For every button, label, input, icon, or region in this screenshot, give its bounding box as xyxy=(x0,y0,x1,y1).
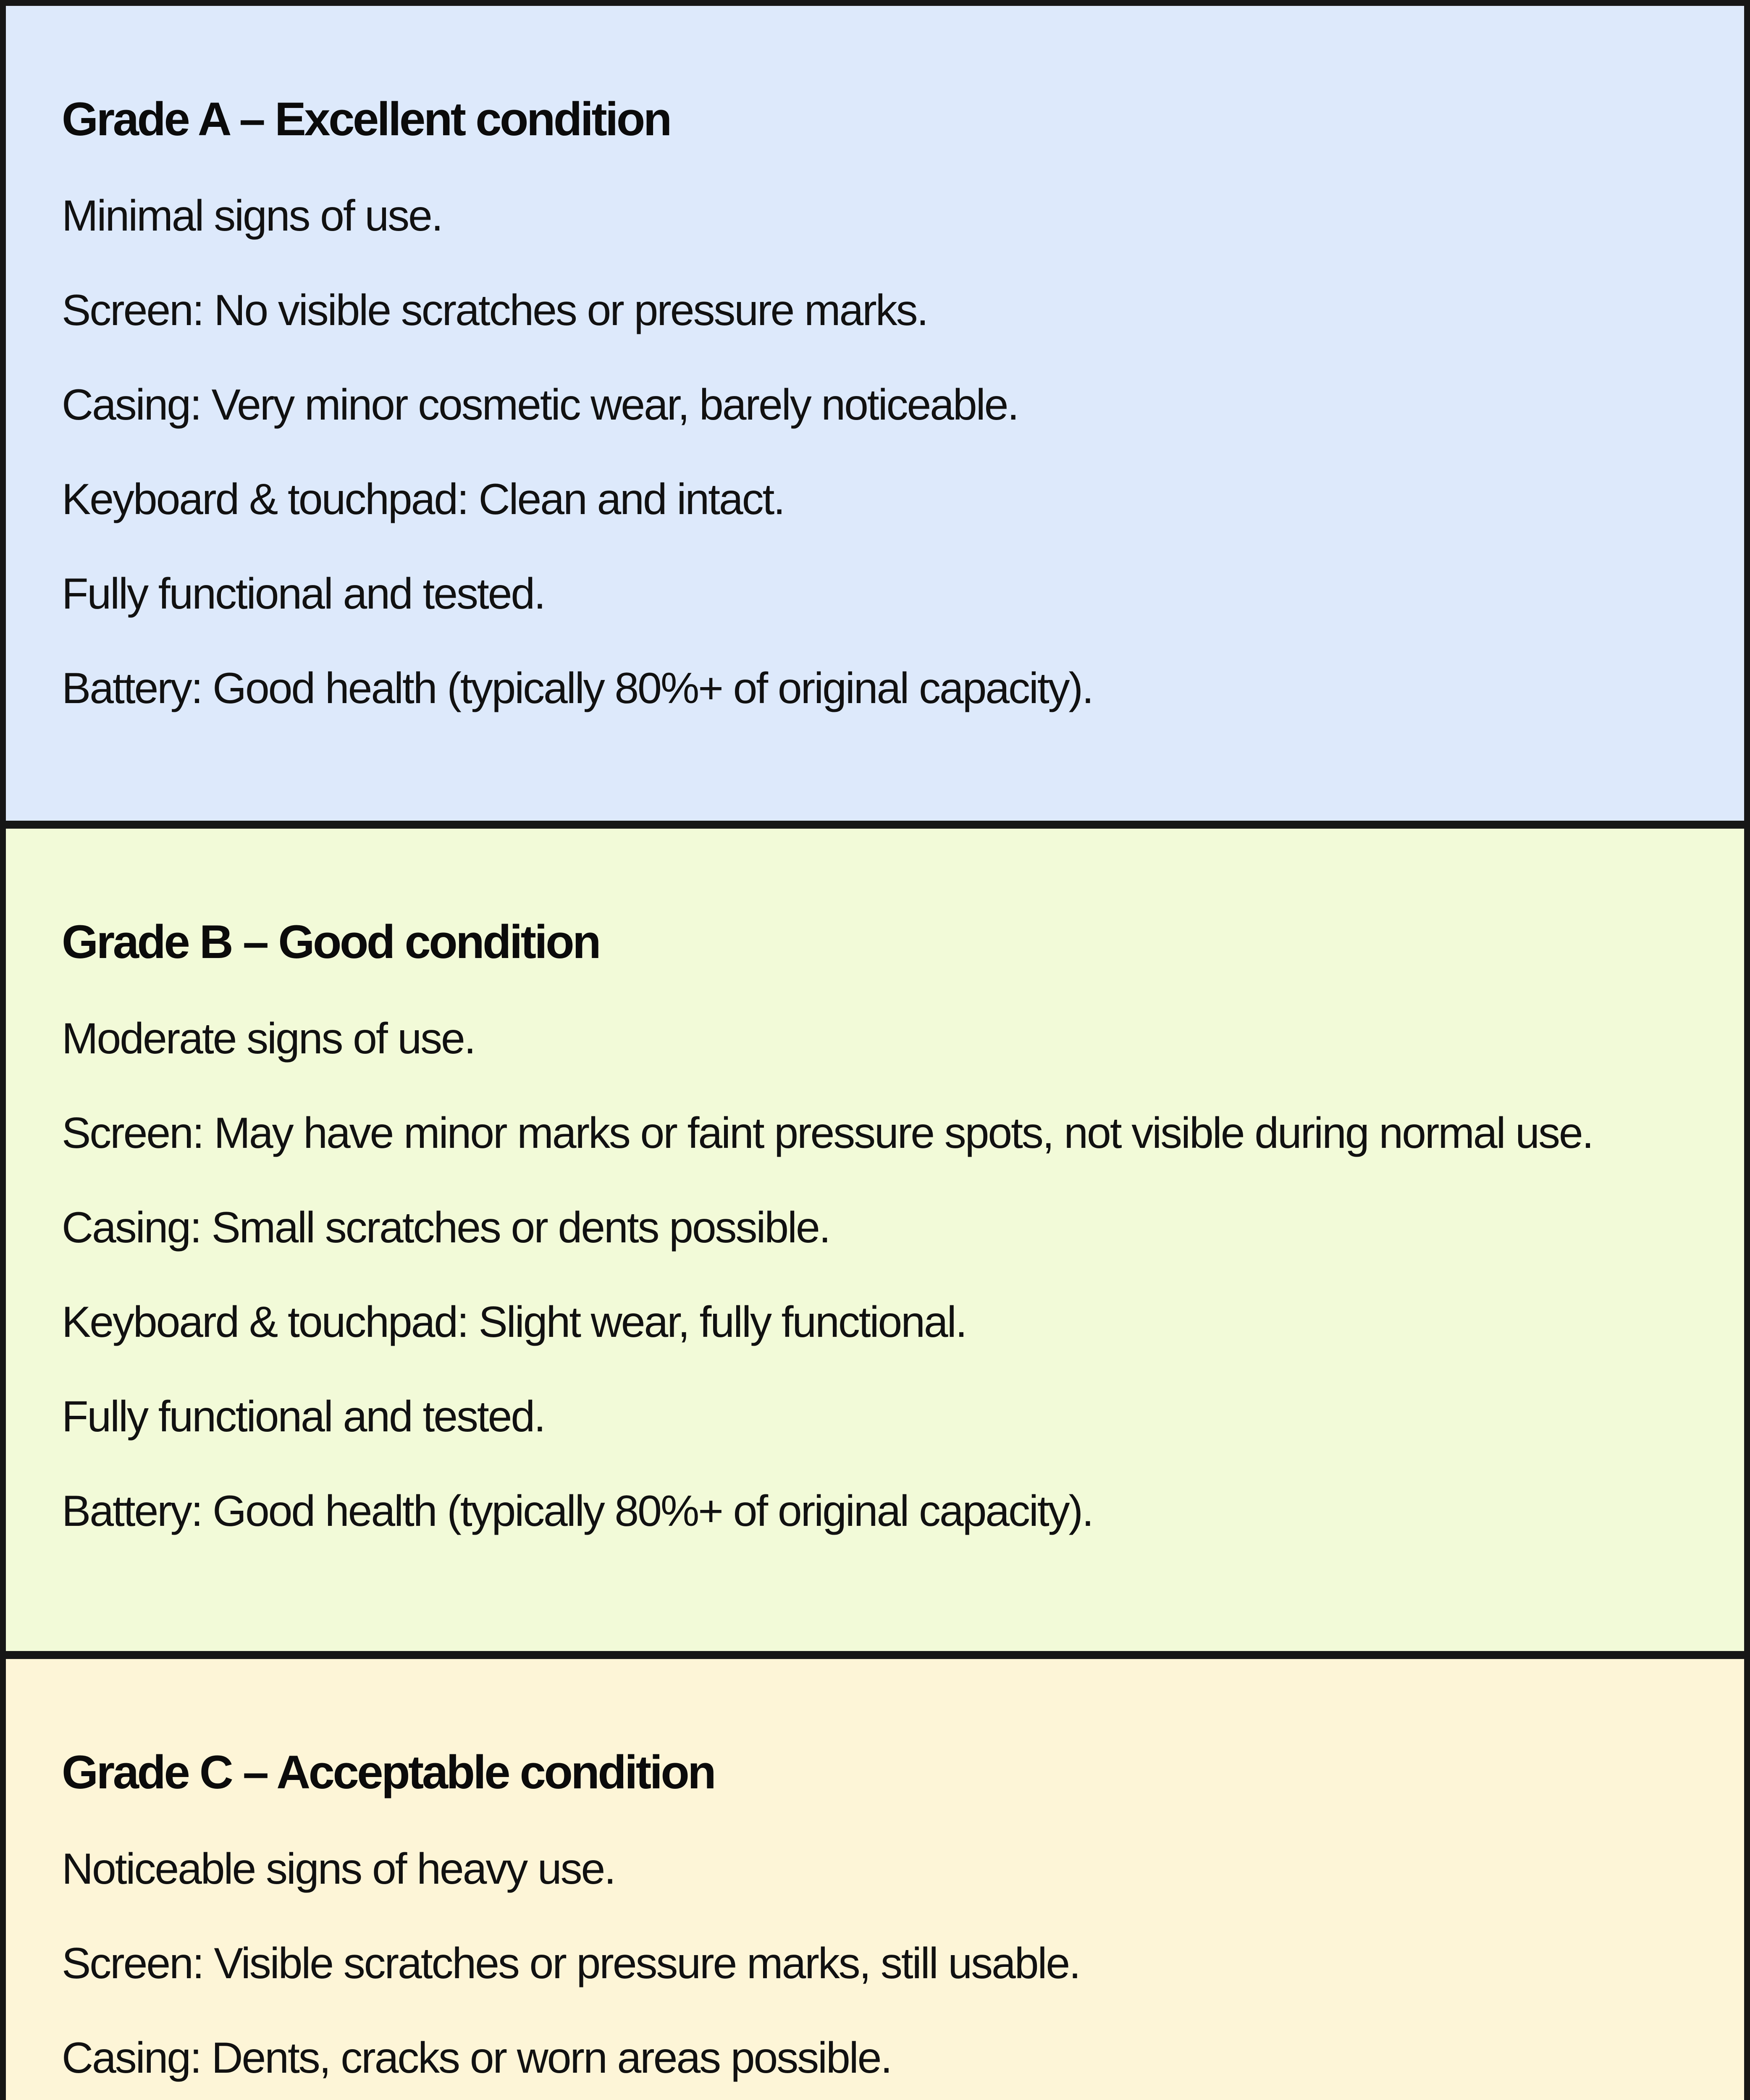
grade-b-summary: Moderate signs of use. xyxy=(62,1014,476,1063)
grade-a-screen: Screen: No visible scratches or pressure… xyxy=(62,286,929,335)
grade-c-title: Grade C – Acceptable condition xyxy=(62,1746,716,1798)
grade-a-summary: Minimal signs of use. xyxy=(62,192,443,240)
grade-a-casing: Casing: Very minor cosmetic wear, barely… xyxy=(62,381,1019,429)
grade-c-casing: Casing: Dents, cracks or worn areas poss… xyxy=(62,2034,892,2082)
grade-b-keyboard: Keyboard & touchpad: Slight wear, fully … xyxy=(62,1298,968,1347)
grade-a-card: Grade A – Excellent condition Minimal si… xyxy=(6,6,1744,821)
grade-a-functional: Fully functional and tested. xyxy=(62,570,546,618)
grade-b-title: Grade B – Good condition xyxy=(62,916,601,968)
grade-a-title: Grade A – Excellent condition xyxy=(62,93,672,145)
grade-a-battery: Battery: Good health (typically 80%+ of … xyxy=(62,664,1094,713)
grade-b-functional: Fully functional and tested. xyxy=(62,1392,546,1441)
grade-a-keyboard: Keyboard & touchpad: Clean and intact. xyxy=(62,475,785,524)
grade-b-casing: Casing: Small scratches or dents possibl… xyxy=(62,1203,831,1252)
grade-b-screen: Screen: May have minor marks or faint pr… xyxy=(62,1109,1594,1158)
grade-b-battery: Battery: Good health (typically 80%+ of … xyxy=(62,1487,1094,1536)
grade-c-card: Grade C – Acceptable condition Noticeabl… xyxy=(6,1659,1744,2100)
grade-c-screen: Screen: Visible scratches or pressure ma… xyxy=(62,1939,1081,1988)
grade-c-summary: Noticeable signs of heavy use. xyxy=(62,1845,616,1893)
grade-b-card: Grade B – Good condition Moderate signs … xyxy=(6,829,1744,1651)
